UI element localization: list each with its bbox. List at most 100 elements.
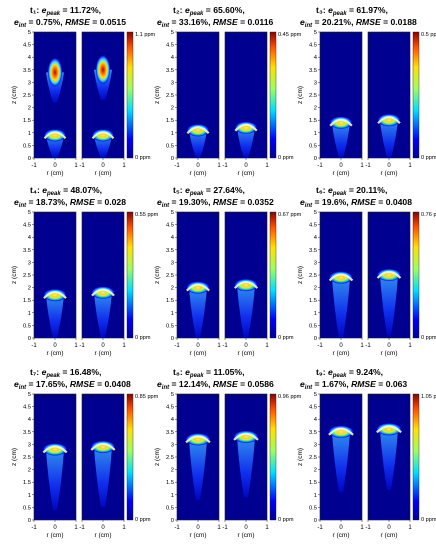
- x-tick-label: 0: [339, 525, 343, 531]
- y-tick-label: 3: [171, 260, 174, 266]
- plume-peak: [378, 114, 400, 127]
- panel-2: t₂: epeak = 65.60%,eint = 33.16%, RMSE =…: [154, 5, 302, 177]
- panel-8: t₈: epeak = 11.05%,eint = 12.14%, RMSE =…: [154, 367, 302, 539]
- x-tick-label: -1: [222, 525, 228, 531]
- y-tick-label: 2.5: [166, 273, 174, 279]
- panel-title-line2: eint = 18.73%, RMSE = 0.028: [14, 197, 126, 209]
- y-tick-label: 1: [314, 493, 317, 499]
- x-tick-label: 1: [122, 525, 126, 531]
- plume-peak: [329, 271, 353, 284]
- x-tick-label: -1: [222, 163, 228, 169]
- x-tick-label: -1: [31, 343, 37, 349]
- y-tick-label: 0.5: [166, 323, 174, 329]
- panel-title-line2: eint = 17.65%, RMSE = 0.0408: [14, 379, 131, 391]
- plume-tail: [380, 120, 398, 158]
- x-tick-label: 0: [53, 163, 57, 169]
- colorbar: [269, 211, 277, 339]
- x-tick-label: 0: [244, 343, 248, 349]
- y-tick-label: 3.5: [166, 248, 174, 254]
- x-tick-label: 1: [408, 525, 412, 531]
- y-axis-label: z (cm): [297, 448, 304, 466]
- x-tick-label: -1: [317, 163, 323, 169]
- x-tick-label: 0: [339, 163, 343, 169]
- x-axis-label: r (cm): [381, 350, 398, 357]
- y-tick-label: 3: [28, 442, 31, 448]
- colorbar-max-label: 1.05 ppm: [421, 394, 436, 400]
- y-tick-label: 2: [171, 106, 174, 112]
- panel-4: t₄: epeak = 48.07%,eint = 18.73%, RMSE =…: [11, 185, 159, 357]
- panel-5: t₅: epeak = 27.64%,eint = 19.30%, RMSE =…: [154, 185, 302, 357]
- y-tick-label: 0: [314, 336, 317, 342]
- colorbar-max-label: 0.85 ppm: [135, 394, 159, 400]
- panel-title-line2: eint = 33.16%, RMSE = 0.0116: [157, 17, 274, 29]
- y-tick-label: 1.5: [166, 480, 174, 486]
- plume-tail: [189, 439, 207, 500]
- plume-tail: [237, 285, 255, 338]
- plume-peak: [330, 116, 352, 129]
- y-tick-label: 1: [171, 131, 174, 137]
- plume-tail: [46, 135, 64, 158]
- colorbar: [412, 31, 420, 159]
- y-tick-label: 2: [171, 468, 174, 474]
- y-tick-label: 1: [314, 311, 317, 317]
- colorbar: [269, 393, 277, 521]
- y-tick-label: 0: [28, 336, 31, 342]
- panel-7: t₇: epeak = 16.48%,eint = 17.65%, RMSE =…: [11, 367, 159, 539]
- y-tick-label: 1.5: [309, 298, 317, 304]
- x-tick-label: 0: [387, 525, 391, 531]
- plume-tail: [46, 449, 64, 510]
- y-tick-label: 1.5: [166, 298, 174, 304]
- colorbar-min-label: 0 ppm: [135, 517, 151, 523]
- x-tick-label: 1: [360, 163, 364, 169]
- y-tick-label: 5: [171, 30, 174, 36]
- y-tick-label: 0: [28, 156, 31, 162]
- y-tick-label: 2.5: [309, 455, 317, 461]
- y-tick-label: 5: [171, 392, 174, 398]
- plume-arc: [328, 273, 354, 282]
- colorbar: [412, 393, 420, 521]
- y-tick-label: 1.5: [23, 118, 31, 124]
- colorbar-max-label: 0.45 ppm: [278, 32, 302, 38]
- x-tick-label: -1: [222, 343, 228, 349]
- plume-tail: [94, 292, 112, 338]
- y-tick-label: 4: [28, 417, 32, 423]
- colorbar-min-label: 0 ppm: [278, 335, 294, 341]
- y-tick-label: 4.5: [166, 405, 174, 411]
- y-tick-label: 2.5: [309, 273, 317, 279]
- x-tick-label: 0: [101, 343, 105, 349]
- x-axis-label: r (cm): [238, 170, 255, 177]
- y-tick-label: 0.5: [309, 323, 317, 329]
- panel-title-line1: t₉: epeak = 9.24%,: [316, 367, 383, 379]
- plume-arc: [186, 126, 210, 135]
- x-tick-label: -1: [174, 525, 180, 531]
- y-tick-label: 1: [171, 493, 174, 499]
- y-tick-label: 3: [171, 80, 174, 86]
- panel-9: t₉: epeak = 9.24%,eint = 1.67%, RMSE = 0…: [297, 367, 436, 539]
- y-tick-label: 5: [28, 392, 31, 398]
- x-tick-label: 1: [265, 525, 269, 531]
- x-axis-label: r (cm): [95, 350, 112, 357]
- y-tick-label: 4: [314, 235, 318, 241]
- plume-arc: [376, 425, 402, 434]
- y-tick-label: 0.5: [166, 143, 174, 149]
- y-tick-label: 0.5: [23, 505, 31, 511]
- x-axis-label: r (cm): [381, 532, 398, 539]
- x-tick-label: -1: [174, 343, 180, 349]
- plume-tail: [94, 446, 112, 508]
- y-tick-label: 4.5: [309, 223, 317, 229]
- x-axis-label: r (cm): [333, 350, 350, 357]
- panel-title-line2: eint = 1.67%, RMSE = 0.063: [300, 379, 407, 391]
- y-tick-label: 1: [314, 131, 317, 137]
- x-tick-label: 1: [122, 343, 126, 349]
- x-tick-label: -1: [317, 343, 323, 349]
- panel-title-line1: t₁: epeak = 11.72%,: [30, 5, 101, 17]
- colorbar-max-label: 1.1 ppm: [135, 32, 156, 38]
- plume-arc: [185, 435, 211, 444]
- panel-title-line1: t₅: epeak = 27.64%,: [173, 185, 245, 197]
- y-tick-label: 4.5: [23, 405, 31, 411]
- y-tick-label: 4: [314, 55, 318, 61]
- plume-tail: [237, 436, 255, 498]
- y-tick-label: 1: [28, 311, 31, 317]
- heatmap-plot-right: [224, 393, 268, 521]
- y-tick-label: 3.5: [23, 430, 31, 436]
